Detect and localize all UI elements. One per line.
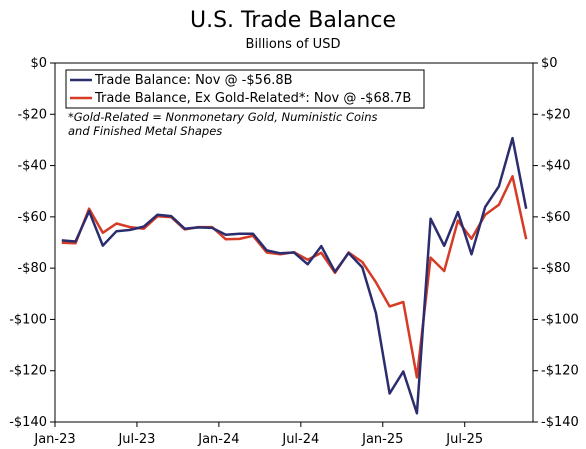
series-group xyxy=(61,136,528,415)
y-tick-label-right: -$120 xyxy=(541,364,579,379)
chart-title: U.S. Trade Balance xyxy=(189,8,396,33)
y-tick-label-left: -$120 xyxy=(9,364,47,379)
y-tick-label-left: -$80 xyxy=(17,261,47,276)
y-tick-label-right: -$100 xyxy=(541,312,579,327)
x-tick-label: Jan-23 xyxy=(33,432,75,447)
x-tick-label: Jul-23 xyxy=(117,432,155,447)
y-tick-label-left: -$140 xyxy=(9,415,47,430)
plot-frame xyxy=(54,62,534,423)
tick-group: $0 $0 -$20 -$20 -$40 -$40 -$60 -$60 -$80 -$80 -$10… xyxy=(9,56,579,447)
legend-label-trade-balance: Trade Balance: Nov @ -$56.8B xyxy=(94,73,293,88)
x-tick-label: Jan-24 xyxy=(197,432,239,447)
y-tick-label-right: -$40 xyxy=(541,159,571,174)
y-tick-label-right: $0 xyxy=(541,56,558,71)
x-tick-label: Jan-25 xyxy=(361,432,403,447)
footnote-line-1: *Gold-Related = Nonmonetary Gold, Numini… xyxy=(68,110,378,124)
y-tick-label-left: -$20 xyxy=(17,107,47,122)
y-tick-label-left: -$40 xyxy=(17,159,47,174)
series-line-ex-gold xyxy=(61,175,528,379)
series-line-trade-balance xyxy=(61,136,528,415)
y-tick-label-left: -$60 xyxy=(17,210,47,225)
y-tick-label-right: -$140 xyxy=(541,415,579,430)
footnote-line-2: and Finished Metal Shapes xyxy=(68,124,222,138)
y-tick-label-left: -$100 xyxy=(9,312,47,327)
chart-subtitle: Billions of USD xyxy=(245,37,341,52)
legend-box xyxy=(65,69,425,109)
x-tick-label: Jul-25 xyxy=(445,432,483,447)
y-tick-label-right: -$20 xyxy=(541,107,571,122)
x-tick-label: Jul-24 xyxy=(281,432,319,447)
y-tick-label-right: -$60 xyxy=(541,210,571,225)
legend: Trade Balance: Nov @ -$56.8B Trade Balan… xyxy=(65,69,425,109)
y-tick-label-left: $0 xyxy=(30,56,47,71)
y-tick-label-right: -$80 xyxy=(541,261,571,276)
legend-label-ex-gold: Trade Balance, Ex Gold-Related*: Nov @ -… xyxy=(94,91,411,106)
